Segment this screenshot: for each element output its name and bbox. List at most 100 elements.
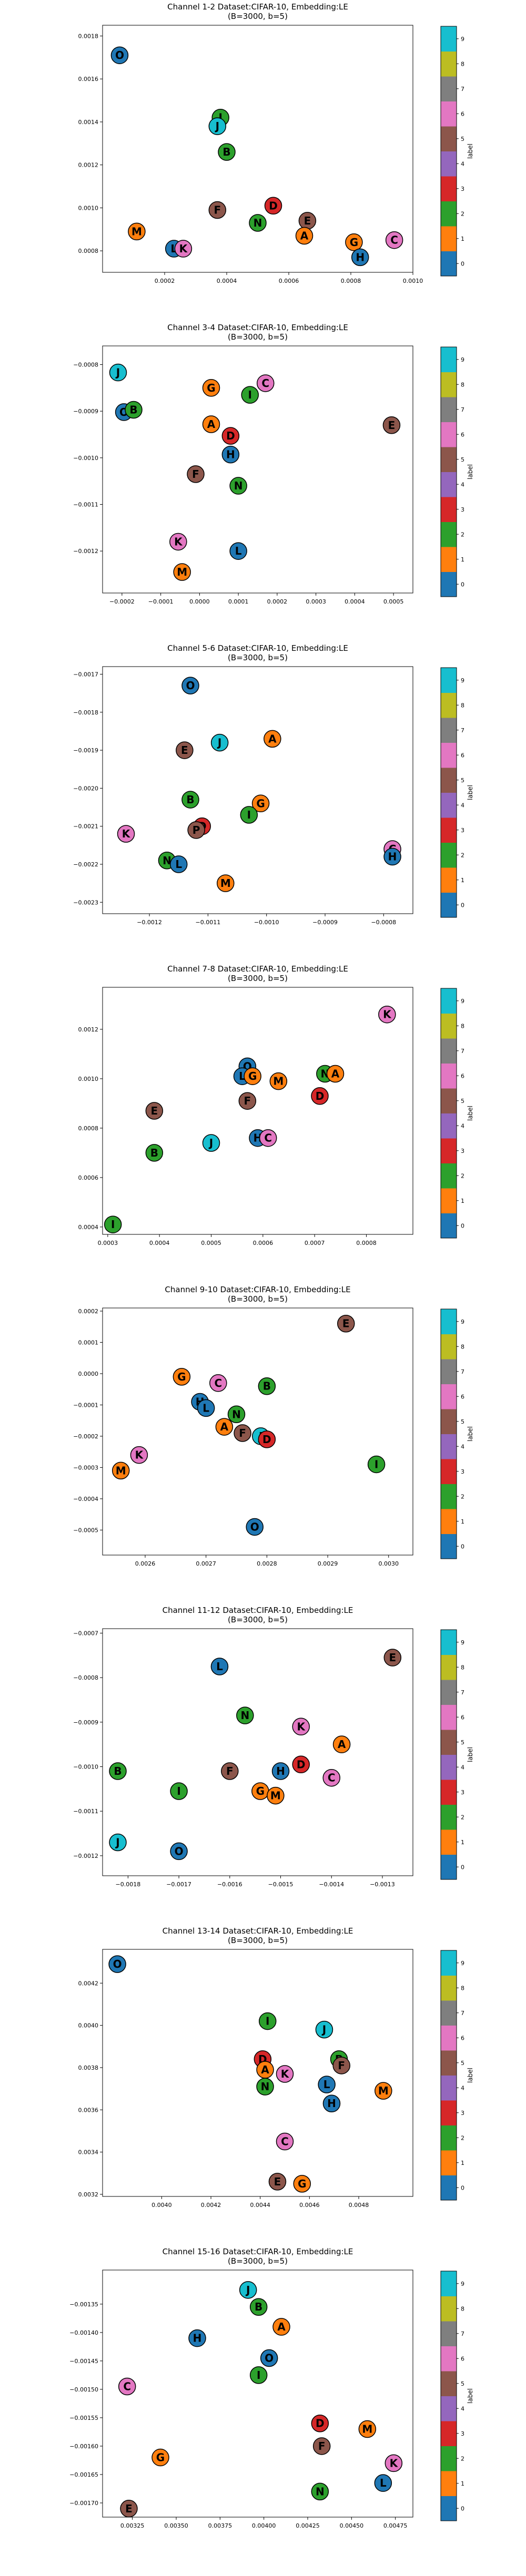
data-point: I [170, 1782, 188, 1800]
point-letter: C [264, 1132, 272, 1144]
data-point: A [332, 1735, 351, 1753]
data-point: M [267, 1786, 285, 1805]
colorbar-tick-label: 9 [461, 1960, 464, 1967]
y-tick-label: −0.0017 [73, 671, 98, 678]
colorbar-segment [441, 2471, 457, 2496]
colorbar-tick-label: 2 [461, 531, 464, 538]
colorbar-tick-label: 2 [461, 2455, 464, 2462]
data-point: I [258, 2012, 277, 2030]
data-point: G [293, 2175, 311, 2193]
data-point: P [187, 821, 205, 839]
colorbar-segment [441, 151, 457, 177]
point-marker [227, 1405, 246, 1424]
data-point: B [181, 791, 199, 809]
point-letter: L [216, 1660, 223, 1673]
data-point: K [169, 533, 187, 551]
point-marker [217, 874, 235, 892]
colorbar-segment [441, 176, 457, 201]
point-marker [258, 1377, 276, 1395]
point-marker [128, 222, 146, 241]
colorbar-segment [441, 422, 457, 447]
x-tick-label: −0.0015 [268, 1881, 294, 1888]
point-marker [117, 825, 135, 843]
point-letter: M [116, 1464, 126, 1477]
point-marker [215, 1418, 234, 1436]
point-letter: D [297, 1758, 306, 1771]
data-point: E [268, 2173, 287, 2191]
colorbar-tick-label: 1 [461, 1839, 464, 1846]
point-marker [108, 1955, 126, 1973]
point-letter: B [222, 146, 230, 158]
y-tick-label: 0.0000 [78, 1371, 99, 1377]
colorbar-tick-label: 3 [461, 1468, 464, 1475]
colorbar-segment [441, 447, 457, 472]
point-marker [118, 2377, 136, 2396]
point-letter: O [175, 1845, 184, 1857]
y-tick-label: −0.0001 [73, 1402, 98, 1408]
colorbar-label: label [467, 785, 474, 800]
point-marker [173, 1368, 191, 1386]
plot-area [102, 666, 413, 914]
colorbar-tick-label: 5 [461, 456, 464, 463]
data-point: M [128, 222, 146, 241]
point-marker [269, 1072, 288, 1090]
point-marker [174, 240, 193, 258]
data-point: C [276, 2132, 294, 2151]
colorbar-segment [441, 817, 457, 843]
point-marker [256, 2078, 274, 2095]
colorbar-frame [440, 1950, 457, 2201]
data-point: A [202, 415, 220, 433]
data-point: L [318, 2076, 336, 2093]
colorbar-segment [441, 1854, 457, 1880]
point-marker [202, 379, 220, 397]
x-tick-label: 0.0004 [149, 1240, 170, 1246]
colorbar-tick-label: 6 [461, 1072, 464, 1079]
colorbar-segment [441, 1088, 457, 1113]
colorbar-segment [441, 1704, 457, 1730]
y-tick-label: 0.0012 [78, 162, 99, 169]
point-letter: E [150, 1105, 158, 1117]
colorbar-tick-label: 3 [461, 827, 464, 834]
x-tick-label: 0.0008 [341, 278, 361, 284]
data-point: O [108, 1955, 126, 1973]
colorbar-segment [441, 692, 457, 718]
x-tick-label: −0.0018 [116, 1881, 141, 1888]
colorbar: 0 1 2 3 4 5 6 7 8 9 label [440, 1950, 474, 2201]
point-marker [181, 791, 199, 809]
colorbar-tick-label: 6 [461, 1393, 464, 1400]
scatter-panel: Channel 3-4 Dataset:CIFAR-10, Embedding:… [73, 323, 474, 605]
colorbar-segment [441, 2100, 457, 2125]
colorbar-segment [441, 1975, 457, 2001]
colorbar-tick-label: 0 [461, 1864, 464, 1870]
colorbar-segment [441, 2000, 457, 2026]
point-letter: M [362, 2423, 372, 2436]
data-point: I [241, 386, 259, 404]
point-marker [244, 1067, 261, 1085]
colorbar-tick-label: 3 [461, 2110, 464, 2117]
x-tick-label: 0.0026 [135, 1560, 156, 1567]
data-point: N [227, 1405, 246, 1424]
y-tick-label: −0.0009 [73, 408, 98, 415]
colorbar-segment [441, 2125, 457, 2151]
point-marker [271, 1762, 290, 1780]
colorbar-tick-label: 4 [461, 1443, 464, 1450]
y-tick-label: −0.0007 [73, 1630, 98, 1637]
colorbar-segment [441, 988, 457, 1014]
data-point: C [118, 2377, 136, 2396]
point-letter: B [114, 1765, 122, 1777]
y-tick-label: 0.0008 [78, 248, 99, 254]
colorbar-segment [441, 2421, 457, 2446]
y-tick-label: −0.00135 [69, 2301, 98, 2308]
point-letter: E [389, 1651, 396, 1664]
colorbar-segment [441, 1138, 457, 1163]
point-letter: P [193, 824, 200, 836]
point-marker [187, 821, 205, 839]
colorbar-segment [441, 26, 457, 52]
colorbar-frame [440, 26, 457, 277]
data-point: G [251, 1782, 269, 1800]
data-point: I [240, 806, 258, 824]
colorbar-tick-label: 7 [461, 1689, 464, 1696]
point-letter: K [281, 2068, 290, 2080]
colorbar-tick-label: 5 [461, 1739, 464, 1746]
